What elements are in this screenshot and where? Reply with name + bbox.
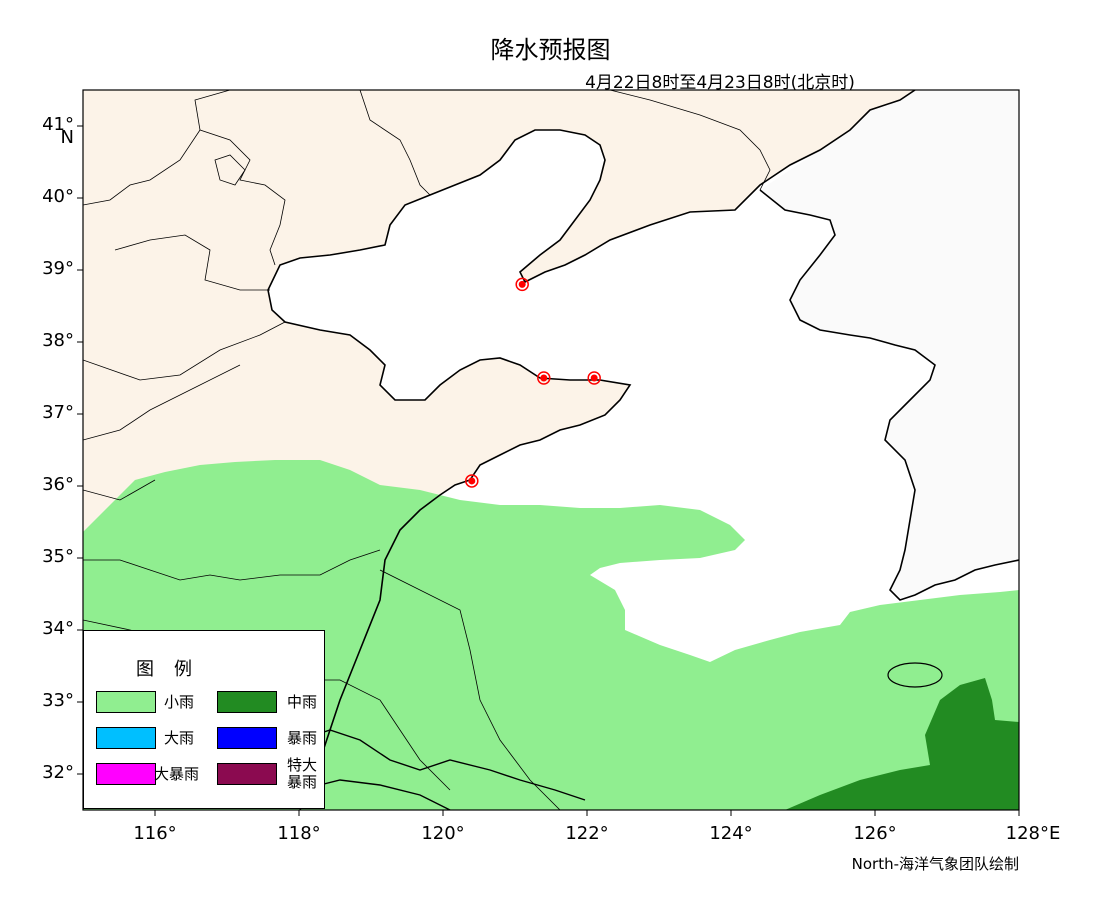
map-title: 降水预报图 bbox=[490, 36, 611, 64]
station-marker-penglai bbox=[537, 371, 551, 385]
latitude-label: 36° bbox=[42, 474, 74, 495]
legend-label: 暴雨 bbox=[287, 728, 318, 747]
stations-layer bbox=[465, 277, 601, 488]
longitude-label: 128°E bbox=[1005, 823, 1061, 844]
korea-land bbox=[760, 90, 1019, 600]
legend: 图例 小雨 中雨大雨 暴雨大暴雨 特大 暴雨 bbox=[83, 630, 325, 809]
latitude-label: 40° bbox=[42, 186, 74, 207]
island-outline bbox=[887, 662, 943, 688]
coastline bbox=[267, 90, 916, 810]
legend-label: 特大 暴雨 bbox=[287, 756, 318, 791]
legend-swatch bbox=[96, 763, 156, 785]
latitude-label: 38° bbox=[42, 330, 74, 351]
legend-swatch bbox=[217, 763, 277, 785]
latitude-label: 34° bbox=[42, 618, 74, 639]
longitude-label: 120° bbox=[421, 823, 465, 844]
station-marker-dalian bbox=[515, 277, 529, 292]
latitude-label: 35° bbox=[42, 546, 74, 567]
legend-swatch bbox=[217, 727, 277, 749]
legend-label: 大雨 bbox=[164, 728, 195, 747]
longitude-label: 116° bbox=[133, 823, 177, 844]
longitude-label: 126° bbox=[853, 823, 897, 844]
korea-coastline bbox=[759, 189, 1019, 601]
legend-swatch bbox=[96, 727, 156, 749]
longitude-label: 122° bbox=[565, 823, 609, 844]
station-marker-qingdao bbox=[465, 474, 479, 488]
legend-swatch bbox=[217, 691, 277, 713]
longitude-label: 124° bbox=[709, 823, 753, 844]
credit-text: North-海洋气象团队绘制 bbox=[851, 855, 1019, 873]
rivers bbox=[299, 729, 586, 810]
legend-title: 图例 bbox=[136, 659, 212, 680]
latitude-label: 39° bbox=[42, 258, 74, 279]
legend-label: 小雨 bbox=[164, 692, 195, 711]
station-marker-weihai bbox=[587, 371, 601, 385]
axis-ticks bbox=[77, 125, 1020, 816]
legend-swatch bbox=[96, 691, 156, 713]
map-frame bbox=[82, 89, 1020, 811]
latitude-letter: N bbox=[60, 127, 74, 148]
latitude-label: 33° bbox=[42, 690, 74, 711]
latitude-label: 32° bbox=[42, 762, 74, 783]
longitude-label: 118° bbox=[277, 823, 321, 844]
map-subtitle: 4月22日8时至4月23日8时(北京时) bbox=[585, 73, 855, 93]
legend-label: 中雨 bbox=[287, 692, 318, 711]
moderate-rain-area bbox=[785, 678, 1019, 810]
legend-label: 大暴雨 bbox=[154, 764, 200, 783]
latitude-label: 41° bbox=[42, 114, 74, 135]
latitude-label: 37° bbox=[42, 402, 74, 423]
